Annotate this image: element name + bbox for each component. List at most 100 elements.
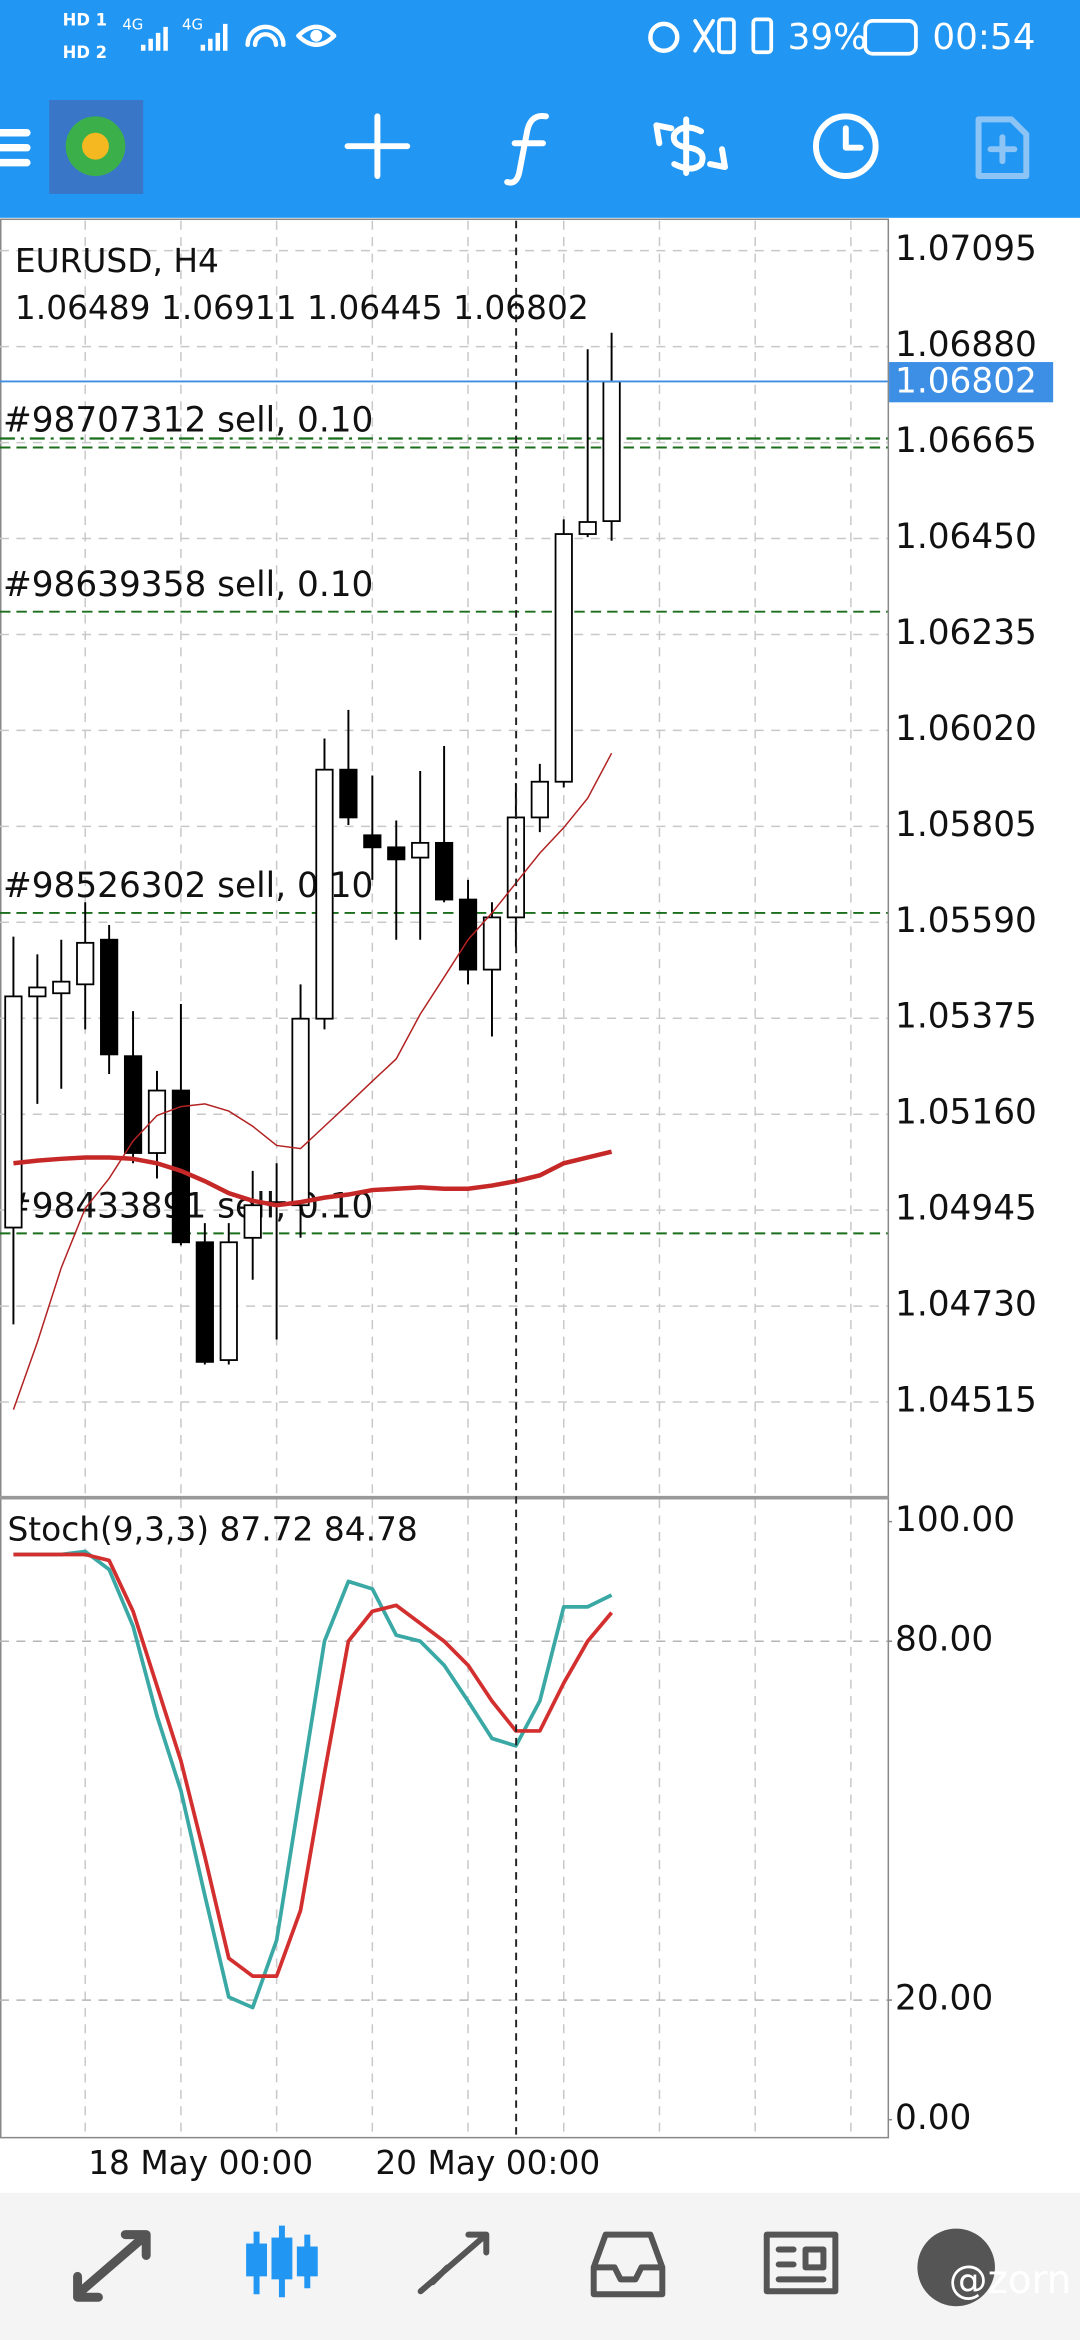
stoch-title: Stoch(9,3,3) 87.72 84.78 — [7, 1510, 417, 1548]
y-tick-label: 1.04730 — [895, 1285, 1037, 1325]
nav-history[interactable] — [590, 2231, 666, 2298]
order-label: #98707312 sell, 0.10 — [3, 401, 373, 441]
phone-icon — [717, 17, 736, 55]
y-tick-label: 1.06235 — [895, 613, 1037, 653]
candle-body — [411, 841, 430, 859]
signal-icon — [140, 23, 228, 51]
candle-body — [530, 780, 549, 819]
stoch-signal: 84.78 — [324, 1510, 418, 1548]
y-tick-label: 1.05160 — [895, 1093, 1037, 1133]
trade-button[interactable] — [653, 116, 728, 177]
candle-body — [363, 834, 382, 849]
ohlc-high: 1.06911 — [161, 288, 297, 326]
y-tick-label: 1.06880 — [895, 325, 1037, 365]
bid-price-box — [889, 362, 1054, 403]
y-tick-label: 1.05805 — [895, 805, 1037, 845]
toolbar — [0, 99, 1030, 194]
nav-chart-body — [271, 2237, 293, 2280]
y-tick-label: 1.06665 — [895, 421, 1037, 461]
y-tick-label: 20.00 — [895, 1979, 993, 2019]
order-label: #98526302 sell, 0.10 — [3, 866, 373, 906]
moving-average — [13, 1149, 613, 1208]
grid — [0, 220, 888, 2138]
candle-body — [28, 986, 47, 998]
y-tick-label: 1.05590 — [895, 901, 1037, 941]
eye-icon — [296, 24, 337, 47]
crosshair-button[interactable] — [344, 113, 411, 180]
alarm-icon — [648, 21, 680, 53]
y-tick-label: 100.00 — [895, 1500, 1015, 1540]
hotspot-icon — [245, 24, 286, 47]
candle-body — [482, 916, 502, 971]
candle-body — [76, 941, 95, 986]
chart: #98707312 sell, 0.10 #98639358 sell, 0.10… — [0, 218, 1054, 2182]
stoch-name: Stoch(9,3,3) — [7, 1510, 209, 1548]
y-tick-label: 0.00 — [895, 2098, 971, 2138]
ohlc-low: 1.06445 — [307, 288, 443, 326]
x-tick-label: 20 May 00:00 — [375, 2144, 600, 2182]
stoch-main: 87.72 — [220, 1510, 314, 1548]
nav-news[interactable] — [763, 2231, 839, 2295]
candle-body — [554, 533, 573, 783]
order-label: #98639358 sell, 0.10 — [3, 565, 373, 605]
symbol-title: EURUSD, H4 — [15, 242, 219, 280]
candle-body — [219, 1241, 238, 1361]
stoch-line — [13, 1549, 613, 2010]
candle-body — [339, 768, 358, 819]
status-bar: HD 1 HD 2 4G 4G 39% 00:54 — [63, 10, 1036, 62]
menu-button[interactable] — [0, 129, 31, 167]
candle-body — [578, 521, 597, 535]
ohlc-readout: 1.06489 1.06911 1.06445 1.06802 — [15, 288, 589, 326]
timeframe-button[interactable] — [812, 113, 879, 180]
nav-chart-body — [296, 2246, 318, 2277]
y-tick-label: 1.06450 — [895, 517, 1037, 557]
candle-body — [100, 938, 119, 1056]
moving-average — [12, 752, 613, 1410]
battery-icon — [863, 19, 918, 56]
candle-body — [243, 1204, 262, 1239]
indicator-lines — [0, 380, 888, 2010]
y-tick-label: 1.04945 — [895, 1189, 1037, 1229]
nav-quotes[interactable] — [73, 2230, 151, 2302]
network-label: 4G — [122, 15, 143, 33]
network-label: 4G — [182, 15, 203, 33]
orders: #98707312 sell, 0.10 #98639358 sell, 0.10… — [0, 401, 888, 1235]
indicators-button[interactable] — [504, 113, 549, 186]
ohlc-close: 1.06802 — [453, 288, 589, 326]
nav-trade[interactable] — [417, 2231, 490, 2295]
candle-body — [387, 846, 406, 861]
watermark: @zorn — [949, 2258, 1072, 2303]
nav-settings[interactable] — [917, 2228, 995, 2307]
battery-percent: 39% — [788, 17, 868, 58]
candle-body — [4, 995, 23, 1229]
y-tick-label: 1.06020 — [895, 709, 1037, 749]
sim-label: HD 2 — [63, 43, 107, 62]
app-logo-center — [82, 132, 109, 160]
candle-body — [195, 1241, 214, 1363]
sim-label: HD 1 — [63, 10, 107, 29]
candle-body — [52, 980, 71, 995]
candle-body — [435, 841, 454, 901]
candle-body — [123, 1055, 143, 1154]
new-order-button[interactable] — [975, 116, 1030, 180]
stoch-line — [13, 1552, 614, 1979]
candle-body — [315, 768, 334, 1020]
y-tick-label: 80.00 — [895, 1620, 993, 1660]
clock: 00:54 — [932, 17, 1035, 58]
candle-body — [602, 380, 621, 523]
ohlc-open: 1.06489 — [15, 288, 151, 326]
clock-hands — [842, 125, 864, 151]
eye-pupil — [310, 29, 323, 42]
app-bar — [0, 0, 1080, 218]
y-tick-label: 1.07095 — [895, 229, 1037, 269]
vibrate-icon — [751, 17, 774, 55]
bottom-nav: @zorn — [0, 2192, 1080, 2340]
nav-chart-body — [246, 2243, 268, 2277]
x-tick-label: 18 May 00:00 — [88, 2144, 313, 2182]
candle-body — [458, 898, 478, 971]
bluetooth-icon — [693, 19, 715, 53]
y-tick-label: 1.05375 — [895, 997, 1037, 1037]
candle-body — [147, 1089, 167, 1154]
